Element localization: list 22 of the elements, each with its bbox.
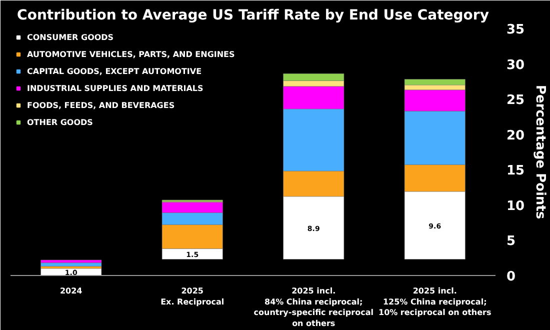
y-axis-title: Percentage Points <box>532 84 548 220</box>
y-tick-label: 5 <box>506 234 516 250</box>
x-tick-label: 2024 <box>60 286 83 296</box>
y-tick-label: 10 <box>506 198 525 214</box>
y-tick-label: 35 <box>506 22 525 38</box>
y-tick-label: 25 <box>506 93 525 108</box>
x-tick-label: 2025 incl. 84% China reciprocal; country-specific reciprocal on others <box>254 286 374 328</box>
bar <box>40 262 102 266</box>
y-tick-label: 20 <box>506 128 525 144</box>
y-tick-label: 30 <box>506 58 525 73</box>
bar <box>40 260 102 263</box>
x-tick-label: 2025 Ex. Reciprocal <box>160 286 224 306</box>
y-tick-label: 15 <box>506 164 525 179</box>
legend-label: CONSUMER GOODS <box>27 32 114 42</box>
legend-label: AUTOMOTIVE VEHICLES, PARTS, AND ENGINES <box>27 49 235 59</box>
legend-label: CAPITAL GOODS, EXCEPT AUTOMOTIVE <box>27 66 202 76</box>
legend-label: OTHER GOODS <box>27 117 93 127</box>
legend-label: FOODS, FEEDS, AND BEVERAGES <box>27 100 175 110</box>
x-tick-label: 2025 incl. 125% China reciprocal; 10% reciprocal on others <box>378 286 492 318</box>
chart-title: Contribution to Average US Tariff Rate by End Use Category <box>17 8 489 24</box>
legend-label: INDUSTRIAL SUPPLIES AND MATERIALS <box>27 83 204 93</box>
y-tick-label: 0 <box>506 270 516 284</box>
